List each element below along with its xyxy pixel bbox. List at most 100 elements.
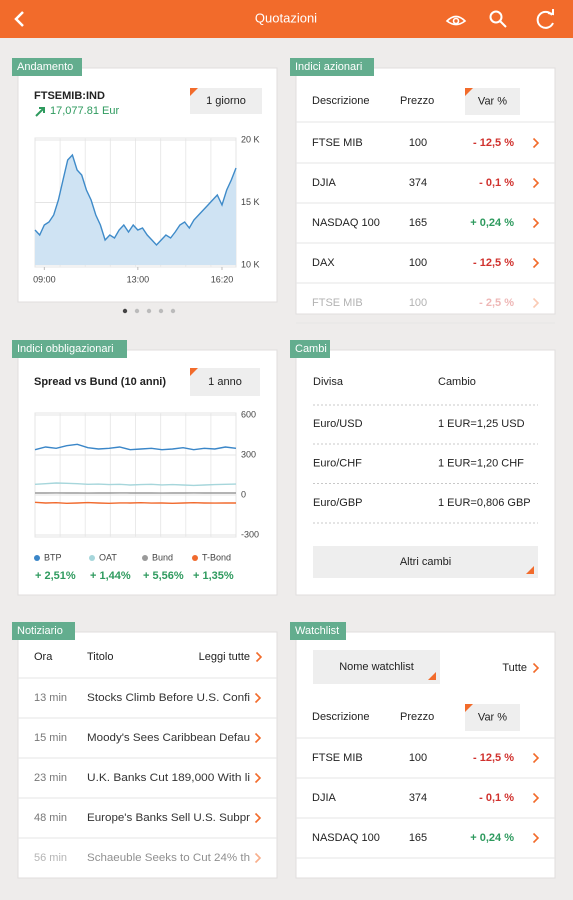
variation: + 0,24 % [470,832,514,844]
chevron[interactable] [532,217,540,229]
news-title: Europe's Banks Sell U.S. Subpr [87,812,250,824]
variation: - 12,5 % [473,752,514,764]
exchange-rate: 1 EUR=1,25 USD [438,418,525,430]
price: 165 [409,832,427,844]
news-title: U.K. Banks Cut 189,000 With li [87,772,250,784]
news-row[interactable]: 23 min U.K. Banks Cut 189,000 With li [34,772,262,784]
chevron[interactable] [532,752,540,764]
chevron[interactable] [532,662,540,674]
button-corner [190,368,198,376]
column-header: Prezzo [400,711,434,723]
panel-tag-label: Andamento [17,61,73,73]
button-label[interactable]: Nome watchlist [339,661,414,673]
back-button[interactable] [14,11,24,27]
news-row[interactable]: 15 min Moody's Sees Caribbean Defau [34,732,262,744]
instrument-name: FTSE MIB [312,297,363,309]
button[interactable] [190,368,260,396]
instrument-name: FTSE MIB [312,752,363,764]
button[interactable] [465,704,520,731]
price: 100 [409,297,427,309]
line [34,153,237,247]
legend-marker [142,555,148,561]
button[interactable] [313,650,440,684]
chevron[interactable] [532,297,540,309]
chevron[interactable] [255,651,263,663]
news-title: Stocks Climb Before U.S. Confi [87,692,250,704]
exchange-rate: 1 EUR=0,806 GBP [438,497,531,509]
all-link[interactable]: Tutte [502,662,527,674]
panel-tag [12,58,82,76]
table-row[interactable]: NASDAQ 100 165 + 0,24 % [312,217,540,229]
read-all-link[interactable]: Leggi tutte [199,651,250,663]
table-row[interactable]: DJIA 374 - 0,1 % [312,177,540,189]
column-header: Descrizione [312,711,369,723]
news-row[interactable]: 13 min Stocks Climb Before U.S. Confi [34,692,262,704]
button-label[interactable]: 1 giorno [206,95,246,107]
table-row[interactable]: NASDAQ 100 165 + 0,24 % [312,832,540,844]
button[interactable] [313,546,538,578]
chevron[interactable] [532,137,540,149]
chevron[interactable] [532,257,540,269]
legend-change: + 1,35% [193,570,234,582]
table-row[interactable]: FTSE MIB 100 - 12,5 % [312,137,540,149]
news-row[interactable]: 56 min Schaeuble Seeks to Cut 24% th [34,852,262,864]
chevron[interactable] [532,832,540,844]
news-time: 23 min [34,772,67,784]
chevron[interactable] [254,692,262,704]
currency-pair: Euro/GBP [313,497,363,509]
button-corner [428,672,436,680]
legend-label: T-Bond [202,552,231,562]
y-tick-label: 10 K [241,259,260,269]
table-row[interactable]: FTSE MIB 100 - 2,5 % [312,297,540,309]
price: 100 [409,137,427,149]
news-title: Moody's Sees Caribbean Defau [87,732,250,744]
y-tick-label: -300 [241,529,259,539]
chevron[interactable] [532,177,540,189]
refresh-icon[interactable] [536,9,554,29]
instrument-name: DJIA [312,177,337,189]
button-corner [526,566,534,574]
table-row[interactable]: FTSE MIB 100 - 12,5 % [312,752,540,764]
button-label[interactable]: 1 anno [208,376,242,388]
legend-marker [89,555,95,561]
panel-tag [12,340,127,358]
table-row[interactable]: DAX 100 - 12,5 % [312,257,540,269]
chevron[interactable] [254,732,262,744]
variation: - 0,1 % [479,792,514,804]
table-row[interactable]: DJIA 374 - 0,1 % [312,792,540,804]
x-tick-label: 16:20 [211,274,234,284]
chevron[interactable] [254,772,262,784]
button-label[interactable]: Var % [478,711,507,723]
panel-tag [290,622,346,640]
variation: + 0,24 % [470,217,514,229]
legend-label: OAT [99,552,117,562]
button[interactable] [465,88,520,115]
panel-tag-label: Notiziario [17,625,63,637]
search-icon[interactable] [489,10,507,28]
legend-marker [192,555,198,561]
instrument-name: FTSE MIB [312,137,363,149]
news-icon[interactable] [445,15,467,26]
instrument-quote: 17,077.81 Eur [50,105,119,117]
news-row[interactable]: 48 min Europe's Banks Sell U.S. Subpr [34,812,262,824]
button[interactable] [190,88,262,114]
y-tick-label: 20 K [241,134,260,144]
price: 165 [409,217,427,229]
panel-tag-label: Watchlist [295,625,339,637]
variation: - 2,5 % [479,297,514,309]
x-tick-label: 09:00 [33,274,56,284]
chevron[interactable] [532,792,540,804]
chevron[interactable] [254,812,262,824]
chevron[interactable] [254,852,262,864]
button-label[interactable]: Var % [478,95,507,107]
line [34,501,237,505]
panel-tag [12,622,75,640]
panel-tag [290,58,374,76]
variation: - 12,5 % [473,137,514,149]
news-time: 15 min [34,732,67,744]
variation: - 0,1 % [479,177,514,189]
button-corner [465,704,473,712]
currency-pair: Euro/CHF [313,457,362,469]
button-label[interactable]: Altri cambi [400,556,451,568]
instrument-name: NASDAQ 100 [312,832,380,844]
